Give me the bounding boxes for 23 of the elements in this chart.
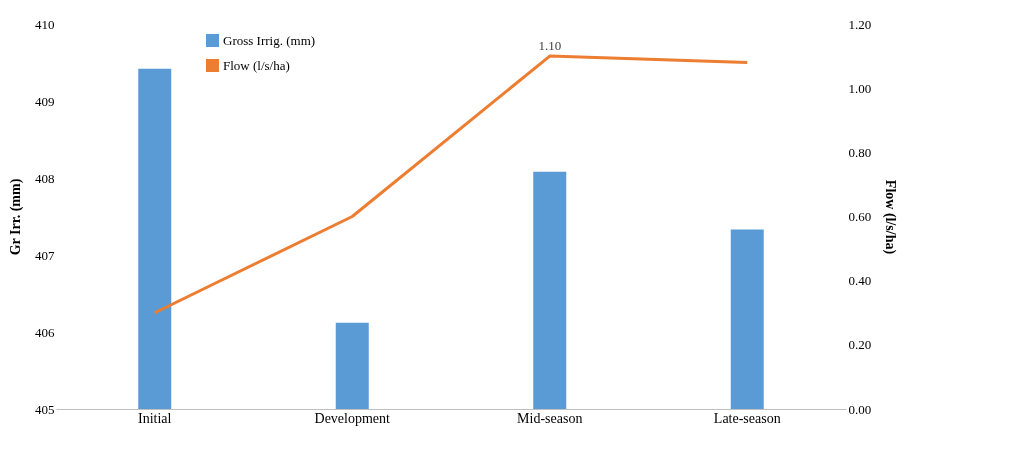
y2-tick-label: 0.80 bbox=[848, 144, 872, 160]
y-tick-label: 407 bbox=[35, 247, 55, 263]
y2-tick-label: 0.60 bbox=[848, 209, 872, 224]
y2-tick-label: 0.20 bbox=[848, 337, 872, 353]
x-tick-label: Mid-season bbox=[517, 410, 583, 426]
legend-label: Flow (l/s/ha) bbox=[223, 57, 290, 73]
y2-axis-title: Flow (l/s/ha) bbox=[882, 179, 899, 255]
legend-label: Gross Irrig. (mm) bbox=[223, 32, 316, 48]
line-series bbox=[153, 54, 749, 315]
y-tick-label: 406 bbox=[35, 324, 55, 340]
y2-tick-label: 0.40 bbox=[848, 273, 872, 289]
y2-tick-label: 1.00 bbox=[848, 80, 872, 96]
y-tick-label: 409 bbox=[35, 93, 55, 109]
x-tick-label: Development bbox=[314, 410, 391, 426]
data-label: 1.10 bbox=[538, 38, 562, 54]
y2-tick-label: 0.00 bbox=[848, 401, 872, 417]
y-tick-label: 410 bbox=[35, 16, 55, 32]
x-tick-label: Initial bbox=[138, 410, 172, 426]
x-tick-label: Late-season bbox=[713, 410, 781, 426]
y-tick-label: 408 bbox=[35, 170, 55, 186]
y-axis-title: Gr Irr. (mm) bbox=[8, 178, 24, 256]
y2-tick-label: 1.20 bbox=[848, 16, 872, 32]
y-tick-label: 405 bbox=[35, 401, 55, 417]
